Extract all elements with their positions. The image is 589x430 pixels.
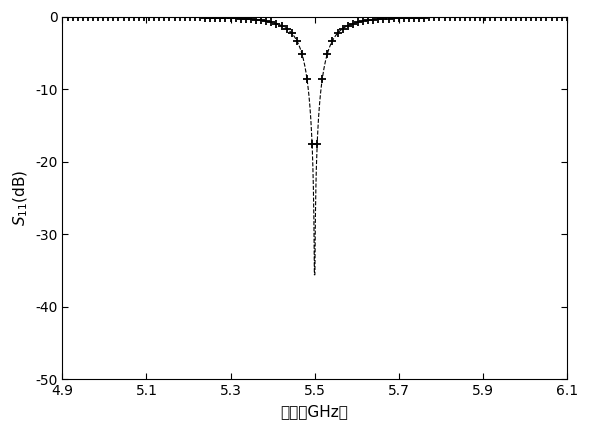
Y-axis label: $S_{11}$(dB): $S_{11}$(dB) [11,170,29,226]
X-axis label: 频率（GHz）: 频率（GHz） [281,404,349,419]
